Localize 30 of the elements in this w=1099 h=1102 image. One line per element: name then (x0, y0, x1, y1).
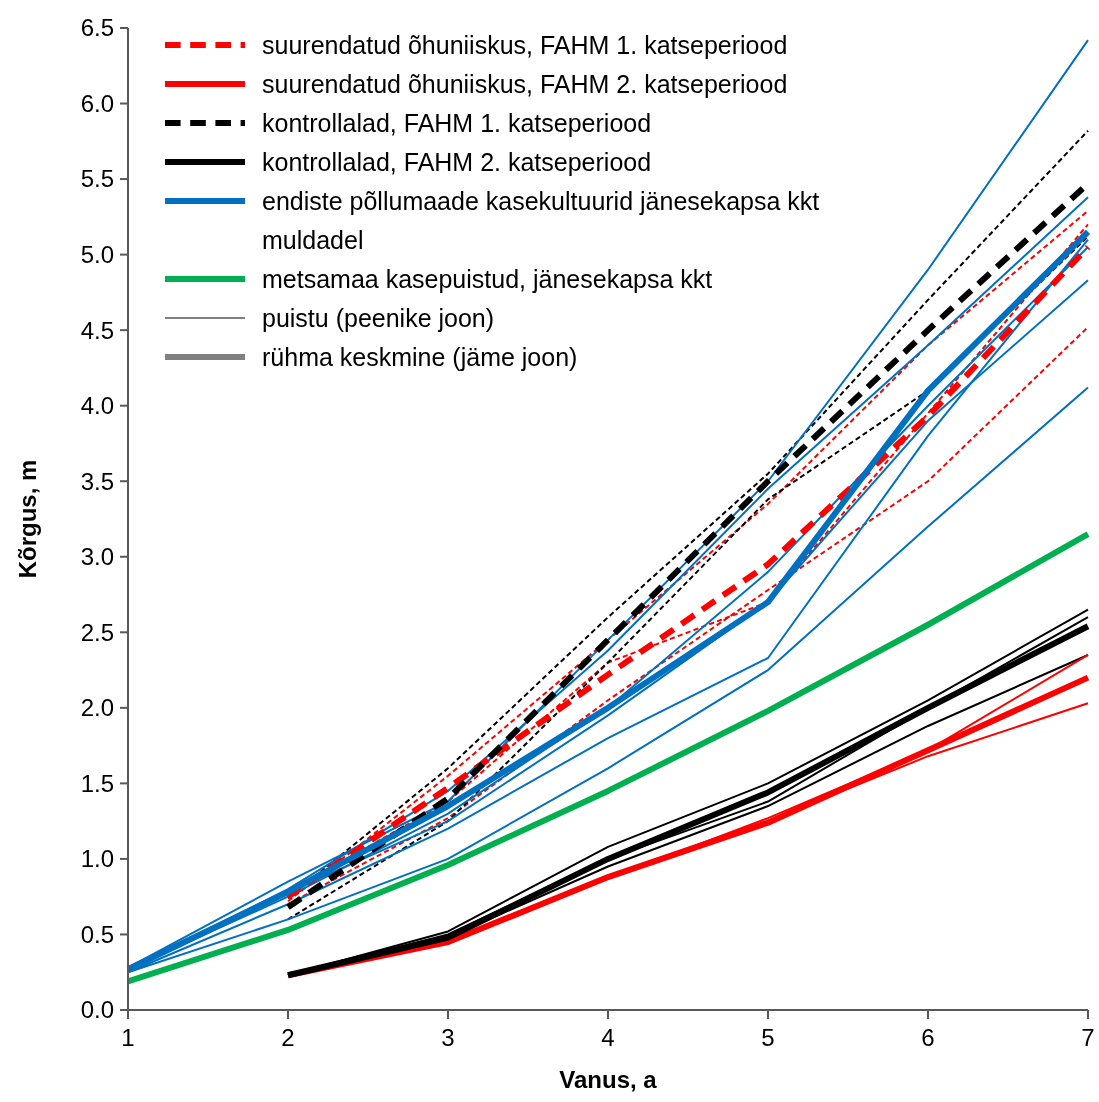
y-tick-label: 2.0 (80, 694, 114, 722)
y-tick-label: 4.0 (80, 392, 114, 420)
y-axis-title: Kõrgus, m (14, 459, 41, 579)
y-tick-label: 1.0 (80, 845, 114, 873)
y-tick-label: 6.0 (80, 89, 114, 117)
legend-label: kontrollalad, FAHM 1. katseperiood (262, 108, 652, 137)
legend-label: rühma keskmine (jäme joon) (262, 342, 578, 371)
y-tick-label: 1.5 (80, 769, 114, 797)
y-tick-label: 0.5 (80, 920, 114, 948)
y-tick-label: 4.5 (80, 316, 114, 344)
y-tick-label: 2.5 (80, 618, 114, 646)
y-tick-label: 3.5 (80, 467, 114, 495)
legend-label: kontrollalad, FAHM 2. katseperiood (262, 147, 652, 176)
x-tick-label: 2 (281, 1024, 295, 1051)
y-tick-label: 0.0 (80, 996, 114, 1024)
y-tick-label: 5.5 (80, 165, 114, 193)
legend-label: suurendatud õhuniiskus, FAHM 2. katseperiood (262, 69, 788, 98)
legend-label: suurendatud õhuniiskus, FAHM 1. katseperiood (262, 30, 788, 59)
x-tick-label: 1 (121, 1024, 135, 1051)
x-tick-label: 6 (921, 1024, 935, 1051)
x-tick-label: 4 (601, 1024, 615, 1051)
x-axis-title: Vanus, a (559, 1066, 658, 1093)
y-tick-label: 5.0 (80, 241, 114, 269)
x-tick-label: 7 (1081, 1024, 1095, 1051)
y-tick-label: 3.0 (80, 543, 114, 571)
legend-label: metsamaa kasepuistud, jänesekapsa kkt (262, 264, 713, 293)
x-tick-label: 5 (761, 1024, 775, 1051)
x-tick-label: 3 (441, 1024, 455, 1051)
legend-label: puistu (peenike joon) (262, 303, 495, 332)
y-tick-label: 6.5 (80, 14, 114, 42)
